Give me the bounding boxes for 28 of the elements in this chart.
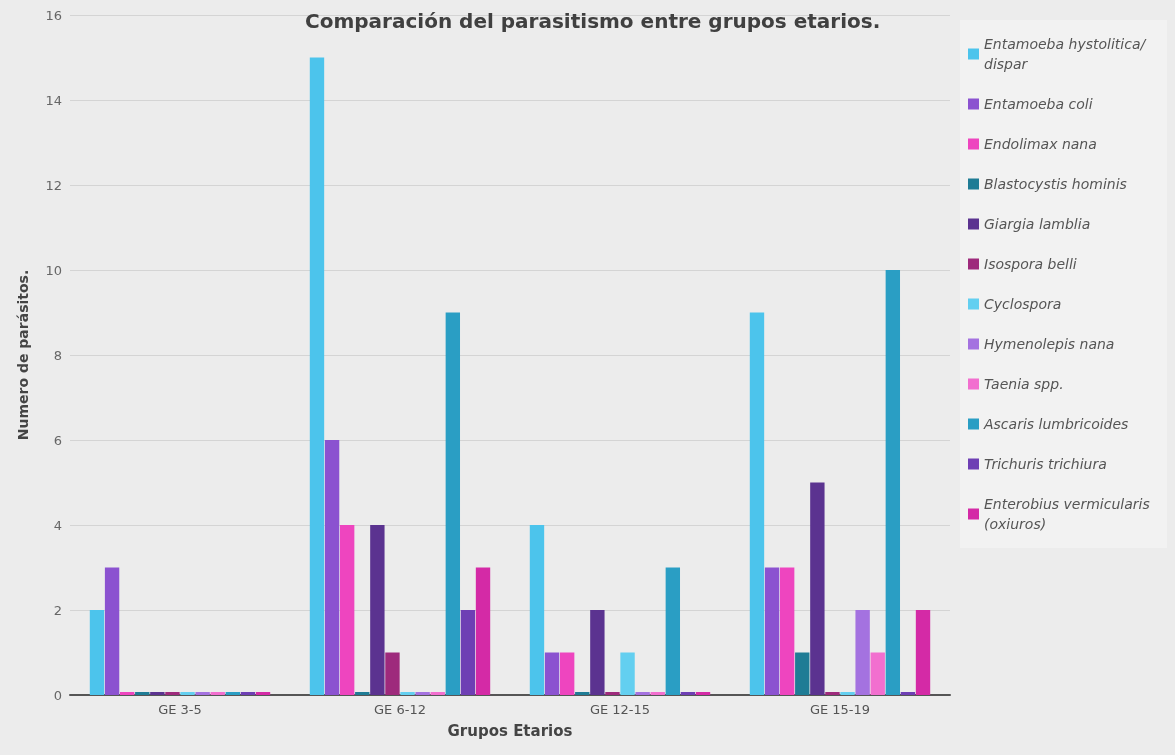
legend-label: Giargia lamblia [984,216,1091,232]
legend-label: Taenia spp. [984,376,1064,392]
legend-label: Hymenolepis nana [984,336,1115,352]
legend-label: Entamoeba hystolitica/dispar [984,36,1147,72]
x-axis-title: Grupos Etarios [447,721,573,740]
x-tick-label: GE 3-5 [158,702,202,717]
y-axis-title: Numero de parásitos. [15,269,31,441]
legend-label: Isospora belli [984,256,1077,272]
y-tick-label: 10 [45,262,62,278]
y-tick-label: 14 [45,92,62,108]
legend-label: Ascaris lumbricoides [983,416,1129,432]
y-tick-label: 6 [53,432,62,448]
legend-label: Trichuris trichiura [984,456,1107,472]
chart-title: Comparación del parasitismo entre grupos etarios. [305,9,881,33]
x-tick-label: GE 6-12 [374,702,426,717]
y-tick-label: 4 [53,517,62,533]
legend-label: Endolimax nana [984,136,1097,152]
y-tick-label: 0 [53,687,62,703]
legend-label: Cyclospora [984,296,1062,312]
legend-label: Enterobius vermicularis (oxiuros) [984,496,1155,532]
y-tick-label: 2 [53,602,62,618]
x-tick-label: GE 15-19 [809,702,871,717]
x-tick-label: GE 12-15 [589,702,651,717]
legend-label: Blastocystis hominis [984,176,1127,192]
y-tick-label: 8 [53,347,62,363]
y-tick-label: 12 [45,177,62,193]
legend-label: Entamoeba coli [984,96,1093,112]
y-tick-label: 16 [45,7,62,23]
